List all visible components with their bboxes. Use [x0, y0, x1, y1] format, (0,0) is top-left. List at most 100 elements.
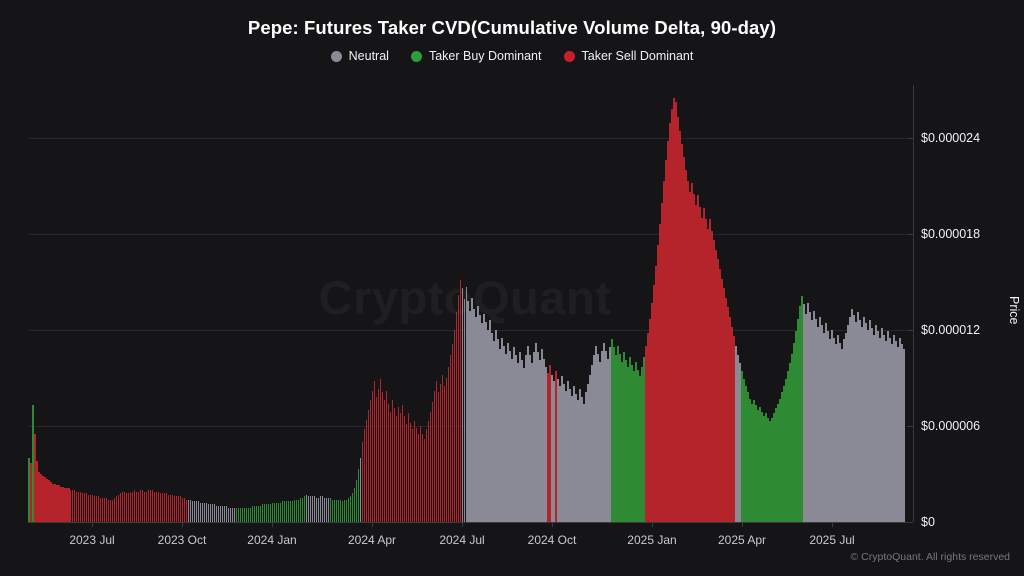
bar	[85, 493, 88, 522]
bar	[235, 507, 238, 522]
bar	[249, 507, 252, 522]
bar	[107, 499, 110, 522]
bar	[253, 506, 256, 522]
x-tick-mark	[92, 522, 93, 527]
bar	[715, 249, 717, 522]
bar	[825, 323, 827, 522]
bar	[903, 349, 905, 522]
bar	[565, 390, 567, 522]
bar	[413, 421, 416, 522]
bar	[651, 302, 653, 522]
bar	[45, 478, 48, 522]
page-title: Pepe: Futures Taker CVD(Cumulative Volum…	[247, 17, 777, 38]
bar	[471, 297, 474, 522]
bar	[743, 379, 745, 522]
bar	[377, 389, 380, 522]
bar	[311, 496, 314, 522]
bar	[241, 507, 244, 522]
bar	[37, 472, 40, 522]
bar	[863, 317, 865, 522]
bar	[699, 206, 701, 522]
bar	[139, 489, 142, 522]
bar	[511, 358, 513, 522]
bar	[749, 398, 751, 522]
bar	[395, 416, 398, 522]
bar	[319, 496, 322, 522]
bar	[827, 331, 829, 522]
bar	[373, 381, 376, 522]
legend-item-sell[interactable]: Taker Sell Dominant	[563, 49, 694, 63]
bar	[29, 462, 32, 522]
bar	[391, 400, 394, 522]
bar	[75, 491, 78, 522]
bar	[179, 496, 182, 522]
bar	[97, 496, 100, 522]
bar	[885, 341, 887, 522]
bar	[561, 376, 563, 522]
bar	[267, 504, 270, 522]
legend-item-neutral[interactable]: Neutral	[330, 49, 389, 63]
bar	[669, 123, 671, 522]
bar	[455, 312, 458, 522]
bar	[263, 504, 266, 522]
bar	[729, 317, 731, 522]
bar	[821, 325, 823, 522]
bar	[741, 371, 743, 522]
bar	[281, 501, 284, 522]
gridline	[28, 233, 905, 235]
bar	[407, 413, 410, 522]
bar	[567, 381, 569, 522]
bar	[367, 409, 370, 522]
bar	[633, 371, 635, 522]
bar	[141, 489, 144, 522]
bar	[171, 494, 174, 522]
bar	[215, 506, 218, 522]
bar	[365, 419, 368, 522]
bar	[351, 493, 354, 522]
bar	[865, 323, 867, 522]
bar	[325, 497, 328, 522]
bar	[421, 433, 424, 522]
bar	[487, 329, 490, 522]
bar	[167, 494, 170, 522]
bar	[329, 497, 332, 522]
x-tick-mark	[832, 522, 833, 527]
legend-label: Taker Sell Dominant	[581, 49, 694, 63]
bar	[773, 413, 775, 522]
bar	[765, 413, 767, 522]
legend-dot-buy-icon	[410, 50, 422, 62]
bar	[47, 480, 50, 522]
bar	[711, 230, 713, 522]
bar	[709, 219, 711, 522]
bar	[893, 334, 895, 522]
bar	[761, 411, 763, 522]
bar	[359, 457, 362, 522]
bar	[751, 403, 753, 522]
y-tick-label: $0.000012	[921, 322, 981, 337]
bar	[209, 504, 212, 522]
bar	[539, 360, 541, 522]
bar	[689, 192, 691, 522]
bar	[91, 494, 94, 522]
bar	[355, 480, 358, 522]
bar	[589, 374, 591, 522]
x-tick-label: 2025 Apr	[717, 533, 767, 547]
bar-series	[28, 80, 905, 522]
bar	[515, 355, 517, 522]
legend-item-buy[interactable]: Taker Buy Dominant	[410, 49, 542, 63]
bar	[217, 506, 220, 522]
bar	[545, 366, 547, 522]
bar	[543, 358, 545, 522]
bar	[189, 499, 192, 522]
bar	[501, 337, 503, 522]
bar	[835, 344, 837, 522]
bar	[135, 491, 138, 522]
bar	[739, 363, 741, 522]
bar	[725, 297, 727, 522]
gridline	[28, 137, 905, 139]
bar	[195, 501, 198, 522]
bar	[797, 318, 799, 522]
bar	[387, 403, 390, 522]
bar	[341, 501, 344, 522]
